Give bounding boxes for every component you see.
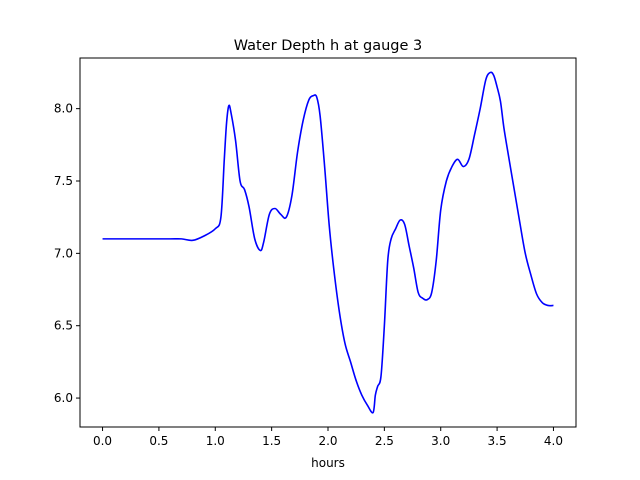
y-axis: 6.0 6.5 7.0 7.5 8.0 (54, 102, 80, 405)
x-tick-label: 4.0 (544, 434, 563, 448)
x-tick-label: 2.0 (318, 434, 337, 448)
x-tick-label: 1.5 (262, 434, 281, 448)
x-axis: 0.0 0.5 1.0 1.5 2.0 2.5 3.0 3.5 4.0 (93, 427, 563, 448)
chart-title: Water Depth h at gauge 3 (234, 38, 422, 54)
y-tick-label: 8.0 (54, 102, 73, 116)
plot-area (102, 71, 554, 414)
x-axis-label: hours (311, 456, 345, 470)
y-tick-label: 7.0 (54, 246, 73, 260)
y-tick-label: 6.0 (54, 391, 73, 405)
x-tick-label: 0.5 (149, 434, 168, 448)
series-line (102, 71, 554, 414)
x-tick-label: 3.0 (431, 434, 450, 448)
y-tick-label: 7.5 (54, 174, 73, 188)
x-tick-label: 1.0 (206, 434, 225, 448)
x-tick-label: 2.5 (375, 434, 394, 448)
x-tick-label: 0.0 (93, 434, 112, 448)
x-tick-label: 3.5 (488, 434, 507, 448)
y-tick-label: 6.5 (54, 319, 73, 333)
